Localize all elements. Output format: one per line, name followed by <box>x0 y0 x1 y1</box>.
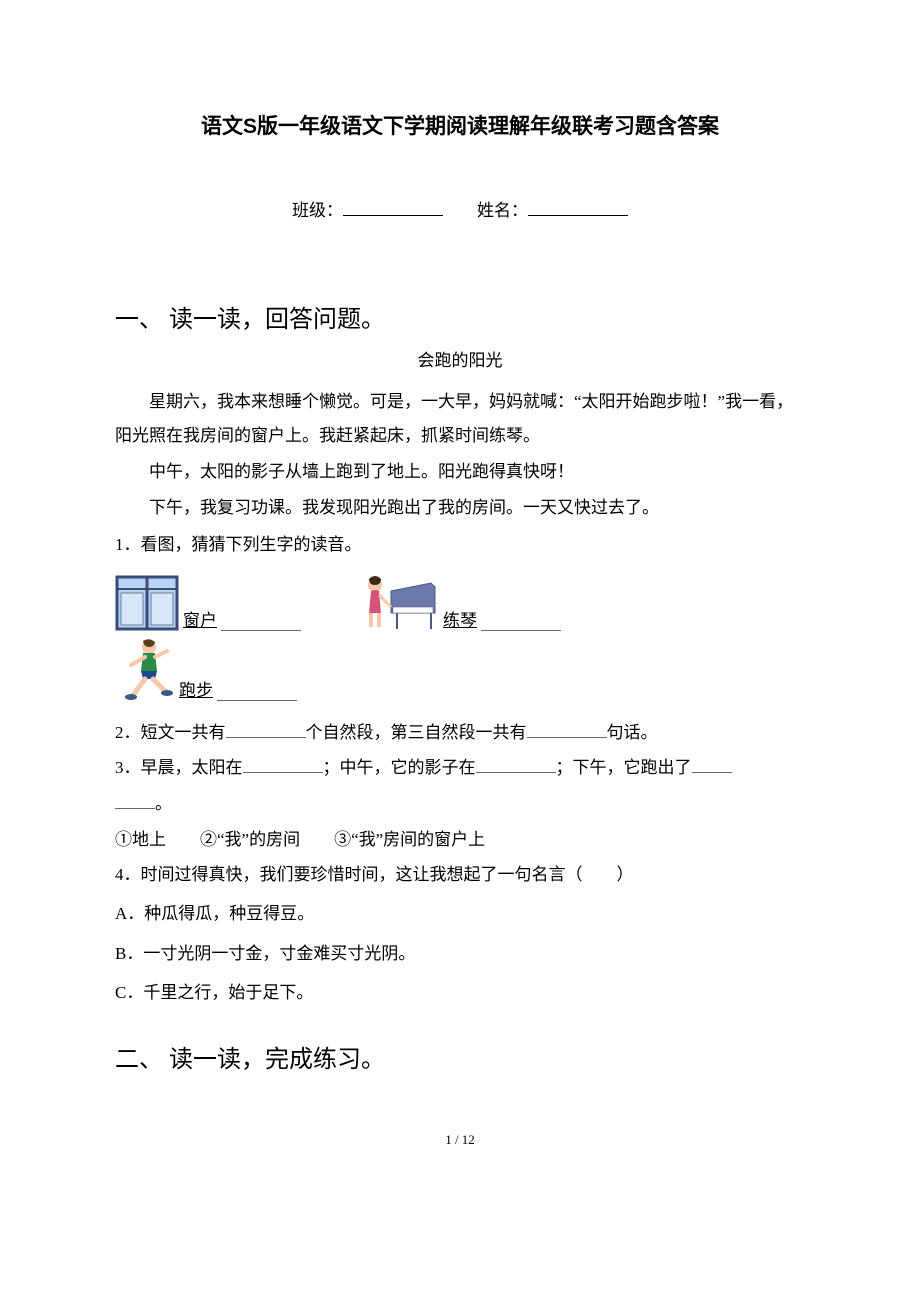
q2-a: 2．短文一共有 <box>115 723 226 742</box>
q2-blank2 <box>527 720 607 738</box>
opt-a: A．种瓜得瓜，种豆得豆。 <box>115 895 805 932</box>
icon-row-1: 窗户 练琴 <box>115 571 805 631</box>
passage-p1: 星期六，我本来想睡个懒觉。可是，一大早，妈妈就喊：“太阳开始跑步啦！”我一看，阳… <box>115 385 805 453</box>
opt-c: C．千里之行，始于足下。 <box>115 974 805 1011</box>
name-blank <box>528 198 628 216</box>
q3-blank1 <box>243 755 323 773</box>
run-icon <box>115 637 175 701</box>
window-blank <box>221 613 301 631</box>
page-number: 1 / 12 <box>115 1132 805 1148</box>
run-blank <box>217 683 297 701</box>
opt-b: B．一寸光阴一寸金，寸金难买寸光阴。 <box>115 935 805 972</box>
q3-line-2: 。 <box>115 786 805 822</box>
run-label: 跑步 <box>179 676 213 701</box>
name-label: 姓名： <box>477 201 528 220</box>
q3-blank3a <box>692 755 732 773</box>
class-label: 班级： <box>292 201 343 220</box>
section-2-heading: 二、 读一读，完成练习。 <box>115 1039 805 1074</box>
passage-title: 会跑的阳光 <box>115 346 805 371</box>
section-1-heading: 一、 读一读，回答问题。 <box>115 299 805 334</box>
q2-line: 2．短文一共有 个自然段，第三自然段一共有 句话。 <box>115 715 805 751</box>
q1-text: 1．看图，猜猜下列生字的读音。 <box>115 527 805 563</box>
q2-c: 句话。 <box>607 723 658 742</box>
q3-a: 3．早晨，太阳在 <box>115 758 243 777</box>
form-line: 班级： 姓名： <box>115 196 805 221</box>
q2-blank1 <box>226 720 306 738</box>
icon-item-window: 窗户 <box>115 575 301 631</box>
q4-line: 4．时间过得真快，我们要珍惜时间，这让我想起了一句名言（ ） <box>115 857 805 893</box>
q3-b: ；中午，它的影子在 <box>323 758 476 777</box>
icon-item-piano: 练琴 <box>361 571 561 631</box>
q3-opts: ①地上 ②“我”的房间 ③“我”房间的窗户上 <box>115 822 805 858</box>
q3-line: 3．早晨，太阳在 ；中午，它的影子在 ；下午，它跑出了 <box>115 750 805 786</box>
q2-b: 个自然段，第三自然段一共有 <box>306 723 527 742</box>
window-icon <box>115 575 179 631</box>
icon-item-run: 跑步 <box>115 637 297 701</box>
q3-c: ；下午，它跑出了 <box>556 758 692 777</box>
passage-p2: 中午，太阳的影子从墙上跑到了地上。阳光跑得真快呀！ <box>115 455 805 489</box>
doc-title: 语文S版一年级语文下学期阅读理解年级联考习题含答案 <box>115 110 805 140</box>
piano-icon <box>361 571 439 631</box>
piano-label: 练琴 <box>443 606 477 631</box>
q3-d: 。 <box>155 794 172 813</box>
class-blank <box>343 198 443 216</box>
window-label: 窗户 <box>183 606 217 631</box>
q3-blank3b <box>115 791 155 809</box>
q3-blank2 <box>476 755 556 773</box>
passage-p3: 下午，我复习功课。我发现阳光跑出了我的房间。一天又快过去了。 <box>115 491 805 525</box>
piano-blank <box>481 613 561 631</box>
icon-row-2: 跑步 <box>115 637 805 701</box>
